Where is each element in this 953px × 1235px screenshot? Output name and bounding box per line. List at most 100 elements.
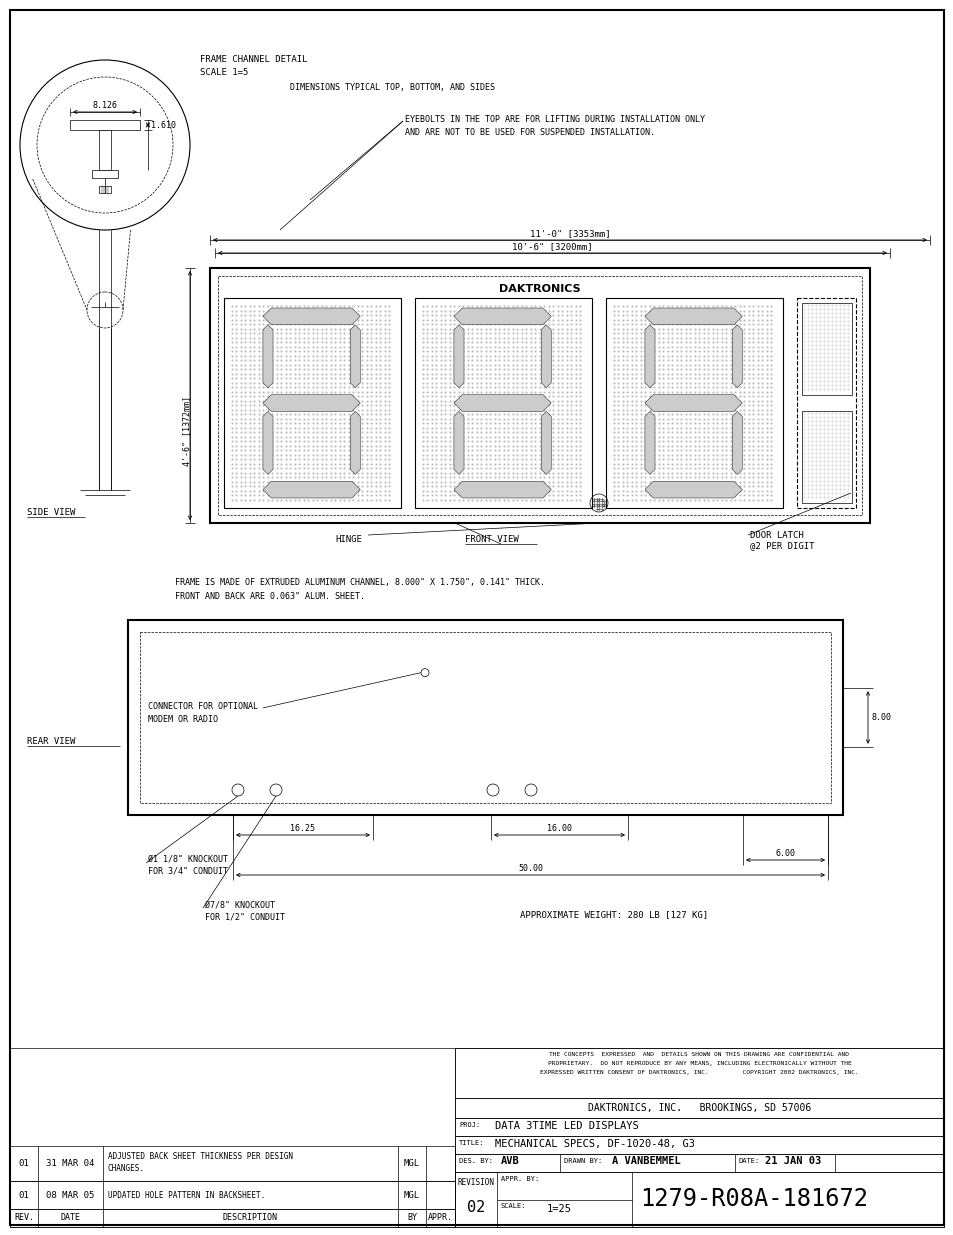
Polygon shape [263,325,273,388]
Text: 08 MAR 05: 08 MAR 05 [47,1191,94,1199]
Polygon shape [540,411,551,474]
Bar [455,1172,943,1228]
Text: ADJUSTED BACK SHEET THICKNESS PER DESIGN: ADJUSTED BACK SHEET THICKNESS PER DESIGN [108,1152,293,1161]
Text: PROPRIETARY.  DO NOT REPRODUCE BY ANY MEANS, INCLUDING ELECTRONICALLY WITHOUT TH: PROPRIETARY. DO NOT REPRODUCE BY ANY MEA… [547,1061,850,1066]
Text: 02: 02 [466,1200,485,1215]
Text: FRONT AND BACK ARE 0.063" ALUM. SHEET.: FRONT AND BACK ARE 0.063" ALUM. SHEET. [174,592,365,601]
Polygon shape [454,482,551,498]
Text: MECHANICAL SPECS, DF-1020-48, G3: MECHANICAL SPECS, DF-1020-48, G3 [495,1139,695,1149]
Text: DATA 3TIME LED DISPLAYS: DATA 3TIME LED DISPLAYS [495,1121,639,1131]
Text: DES. BY:: DES. BY: [458,1158,493,1165]
Bar [99,186,111,193]
Polygon shape [454,308,551,325]
Text: HINGE: HINGE [335,535,361,543]
Text: SCALE 1=5: SCALE 1=5 [200,68,248,77]
Bar [605,298,782,508]
Text: FRAME CHANNEL DETAIL: FRAME CHANNEL DETAIL [200,56,307,64]
Polygon shape [454,411,463,474]
Text: AVB: AVB [500,1156,519,1166]
Text: DOOR LATCH
@2 PER DIGIT: DOOR LATCH @2 PER DIGIT [749,531,814,551]
Text: 8.126: 8.126 [92,101,117,110]
Polygon shape [644,411,655,474]
Text: THE CONCEPTS  EXPRESSED  AND  DETAILS SHOWN ON THIS DRAWING ARE CONFIDENTIAL AND: THE CONCEPTS EXPRESSED AND DETAILS SHOWN… [549,1052,848,1057]
Text: FRONT VIEW: FRONT VIEW [464,535,518,543]
Bar [455,1049,943,1098]
Text: MODEM OR RADIO: MODEM OR RADIO [148,715,218,724]
Bar [210,268,869,522]
Text: DAKTRONICS: DAKTRONICS [498,284,580,294]
Text: Ø1 1/8" KNOCKOUT: Ø1 1/8" KNOCKOUT [148,855,228,864]
Text: 10'-6" [3200mm]: 10'-6" [3200mm] [512,242,592,251]
Bar [128,620,842,815]
Text: APPR.: APPR. [428,1213,453,1221]
Text: 50.00: 50.00 [517,864,542,873]
Text: APPR. BY:: APPR. BY: [500,1176,538,1182]
Text: 1.610: 1.610 [151,121,175,130]
Bar [224,298,400,508]
Text: FOR 3/4" CONDUIT: FOR 3/4" CONDUIT [148,867,228,876]
Polygon shape [263,308,360,325]
Text: Ø7/8" KNOCKOUT: Ø7/8" KNOCKOUT [205,900,274,909]
Polygon shape [263,411,273,474]
Text: FRAME IS MADE OF EXTRUDED ALUMINUM CHANNEL, 8.000" X 1.750", 0.141" THICK.: FRAME IS MADE OF EXTRUDED ALUMINUM CHANN… [174,578,544,587]
Text: DAKTRONICS, INC.   BROOKINGS, SD 57006: DAKTRONICS, INC. BROOKINGS, SD 57006 [587,1103,810,1113]
Text: 01: 01 [19,1191,30,1199]
Bar [218,275,862,515]
Polygon shape [644,308,741,325]
Polygon shape [350,411,360,474]
Text: 8.00: 8.00 [871,713,891,722]
Text: A VANBEMMEL: A VANBEMMEL [612,1156,680,1166]
Bar [796,298,855,508]
Polygon shape [732,325,741,388]
Text: MGL: MGL [403,1158,419,1168]
Polygon shape [350,325,360,388]
Polygon shape [263,482,360,498]
Bar [415,298,592,508]
Polygon shape [454,325,463,388]
Text: MGL: MGL [403,1191,419,1199]
Bar [455,1136,943,1153]
Text: APPROXIMATE WEIGHT: 280 LB [127 KG]: APPROXIMATE WEIGHT: 280 LB [127 KG] [519,910,707,919]
Polygon shape [644,482,741,498]
Text: 01: 01 [19,1158,30,1168]
Text: 21 JAN 03: 21 JAN 03 [764,1156,821,1166]
Text: FOR 1/2" CONDUIT: FOR 1/2" CONDUIT [205,911,285,921]
Text: AND ARE NOT TO BE USED FOR SUSPENDED INSTALLATION.: AND ARE NOT TO BE USED FOR SUSPENDED INS… [405,128,655,137]
Text: CONNECTOR FOR OPTIONAL: CONNECTOR FOR OPTIONAL [148,701,257,711]
Bar [10,1146,455,1181]
Text: REV.: REV. [14,1213,34,1221]
Bar [140,632,830,803]
Bar [10,1181,455,1209]
Polygon shape [644,395,741,411]
Bar [99,130,111,170]
Text: 11'-0" [3353mm]: 11'-0" [3353mm] [529,228,610,238]
Text: 4'-6" [1372mm]: 4'-6" [1372mm] [182,395,192,466]
Text: BY: BY [407,1213,416,1221]
Text: DESCRIPTION: DESCRIPTION [223,1213,277,1221]
Text: SIDE VIEW: SIDE VIEW [27,508,75,517]
Text: TITLE:: TITLE: [458,1140,484,1146]
Text: PROJ:: PROJ: [458,1123,479,1128]
Text: DIMENSIONS TYPICAL TOP, BOTTOM, AND SIDES: DIMENSIONS TYPICAL TOP, BOTTOM, AND SIDE… [290,83,495,91]
Text: 6.00: 6.00 [775,848,795,858]
Text: DRAWN BY:: DRAWN BY: [563,1158,601,1165]
Text: 16.00: 16.00 [546,824,572,832]
Text: REAR VIEW: REAR VIEW [27,737,75,746]
Bar [10,1209,455,1228]
Polygon shape [540,325,551,388]
Polygon shape [644,325,655,388]
Text: REVISION: REVISION [457,1178,494,1187]
Text: 1279-R08A-181672: 1279-R08A-181672 [639,1188,867,1212]
Text: SCALE:: SCALE: [500,1203,526,1209]
Text: EXPRESSED WRITTEN CONSENT OF DAKTRONICS, INC.         COPYRIGHT 2002 DAKTRONICS,: EXPRESSED WRITTEN CONSENT OF DAKTRONICS,… [539,1070,858,1074]
Bar [455,1098,943,1118]
Text: UPDATED HOLE PATTERN IN BACKSHEET.: UPDATED HOLE PATTERN IN BACKSHEET. [108,1191,265,1199]
Text: EYEBOLTS IN THE TOP ARE FOR LIFTING DURING INSTALLATION ONLY: EYEBOLTS IN THE TOP ARE FOR LIFTING DURI… [405,115,704,124]
Bar [70,120,140,130]
Text: DATE: DATE [60,1213,80,1221]
Text: 1=25: 1=25 [546,1203,572,1214]
Bar [91,170,118,178]
Text: 16.25: 16.25 [291,824,315,832]
Text: 31 MAR 04: 31 MAR 04 [47,1158,94,1168]
Bar [801,303,851,395]
